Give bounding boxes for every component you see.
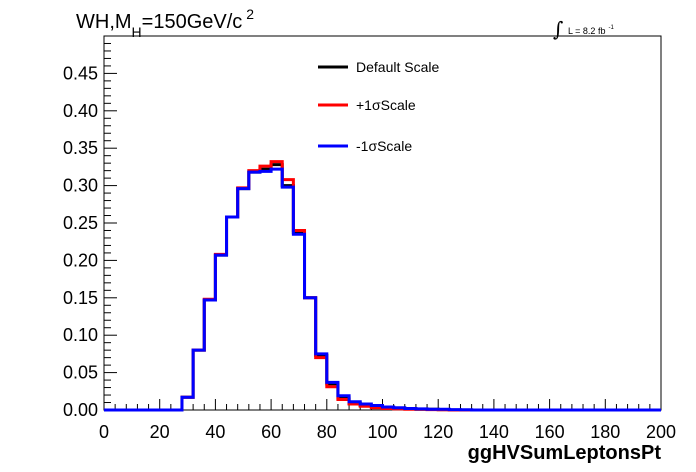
title-superscript: 2	[246, 6, 254, 22]
x-tick-label: 180	[590, 422, 620, 442]
y-tick-label: 0.10	[63, 325, 98, 345]
y-tick-label: 0.20	[63, 250, 98, 270]
y-tick-label: 0.15	[63, 288, 98, 308]
lumi-integral-symbol: ∫	[553, 17, 563, 41]
y-tick-label: 0.35	[63, 138, 98, 158]
y-tick-label: 0.25	[63, 213, 98, 233]
y-tick-label: 0.45	[63, 63, 98, 83]
legend-label-plus1sigma: +1σScale	[356, 97, 416, 113]
x-tick-label: 120	[423, 422, 453, 442]
lumi-label: ∫ L = 8.2 fb -1	[553, 17, 614, 41]
title-suffix: =150GeV/c	[142, 11, 243, 33]
title-prefix: WH,M	[76, 11, 132, 33]
x-tick-label: 0	[99, 422, 109, 442]
y-tick-label: 0.05	[63, 363, 98, 383]
y-tick-label: 0.00	[63, 400, 98, 420]
lumi-value: L = 8.2 fb	[568, 26, 605, 36]
x-tick-label: 60	[261, 422, 281, 442]
y-tick-label: 0.30	[63, 176, 98, 196]
title-subscript: H	[132, 24, 142, 40]
x-tick-label: 80	[317, 422, 337, 442]
y-tick-label: 0.40	[63, 101, 98, 121]
x-axis-label: ggHVSumLeptonsPt	[468, 442, 662, 464]
x-tick-label: 40	[205, 422, 225, 442]
lumi-text: L = 8.2 fb -1	[568, 25, 614, 36]
axes: 0 20 40 60 80 100 120 140 160 180 200 0.00 0.05 0.10 0…	[63, 35, 676, 442]
legend-label-default: Default Scale	[356, 59, 439, 75]
x-tick-label: 100	[367, 422, 397, 442]
x-tick-label: 160	[535, 422, 565, 442]
lumi-superscript: -1	[608, 25, 614, 31]
chart-title: WH,MH=150GeV/c 2	[76, 6, 254, 40]
series-layer	[104, 160, 661, 412]
x-tick-label: 140	[479, 422, 509, 442]
series-line-minus1sigma	[104, 167, 661, 412]
legend-label-minus1sigma: -1σScale	[356, 138, 412, 154]
x-tick-label: 20	[150, 422, 170, 442]
legend: Default Scale +1σScale -1σScale	[318, 59, 439, 154]
x-tick-label: 200	[646, 422, 676, 442]
